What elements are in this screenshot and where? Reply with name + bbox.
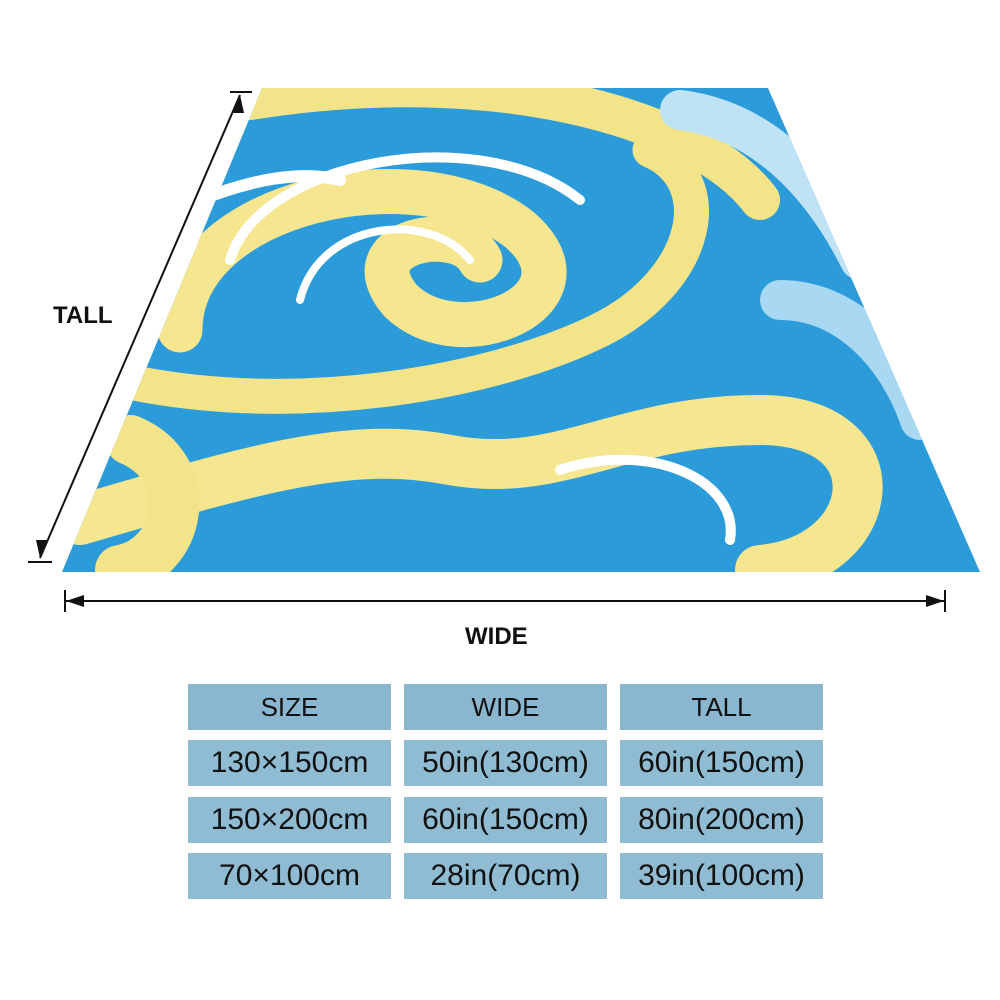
table-cell: 150×200cm — [188, 797, 391, 843]
tall-label: TALL — [53, 302, 113, 329]
header-cell: SIZE — [188, 684, 391, 730]
table-cell: 80in(200cm) — [620, 797, 823, 843]
table-cell: 60in(150cm) — [620, 740, 823, 786]
table-cell: 70×100cm — [188, 853, 391, 899]
blanket — [62, 88, 980, 572]
table-cell: 130×150cm — [188, 740, 391, 786]
wide-label: WIDE — [465, 623, 528, 650]
table-cell: 50in(130cm) — [404, 740, 607, 786]
table-cell: 28in(70cm) — [404, 853, 607, 899]
header-cell: WIDE — [404, 684, 607, 730]
dimension-arrows — [28, 91, 946, 612]
header-cell: TALL — [620, 684, 823, 730]
table-cell: 39in(100cm) — [620, 853, 823, 899]
table-cell: 60in(150cm) — [404, 797, 607, 843]
